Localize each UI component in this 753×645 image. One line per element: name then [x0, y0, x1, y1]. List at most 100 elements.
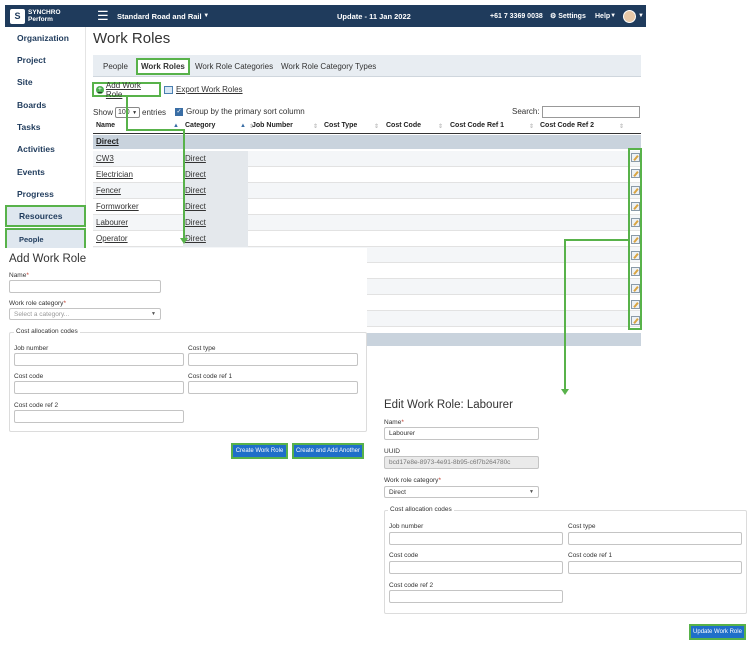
group-by-toggle: ✓ Group by the primary sort column — [175, 107, 305, 116]
table-row — [93, 263, 641, 279]
edit-icon[interactable] — [631, 284, 640, 293]
edit-icon[interactable] — [631, 267, 640, 276]
cost-code-ref2-input[interactable] — [14, 410, 184, 423]
job-number-label: Job number — [14, 345, 49, 352]
edit-job-number-input[interactable] — [389, 532, 563, 545]
sidebar-item-organization[interactable]: Organization — [17, 33, 69, 43]
sidebar-item-events[interactable]: Events — [17, 167, 45, 177]
add-work-role-link[interactable]: + Add Work Role — [92, 80, 161, 99]
group-by-checkbox[interactable]: ✓ — [175, 107, 183, 116]
column-cost-code[interactable]: Cost Code — [386, 122, 421, 129]
work-role-category-link[interactable]: Direct — [183, 231, 248, 247]
group-row-direct[interactable]: Direct — [93, 135, 641, 149]
edit-icon[interactable] — [631, 235, 640, 244]
column-cost-code-ref-2[interactable]: Cost Code Ref 2 — [540, 122, 595, 129]
work-role-name-link[interactable]: Electrician — [96, 170, 133, 179]
edit-icon[interactable] — [631, 186, 640, 195]
tab-work-role-categories[interactable]: Work Role Categories — [195, 62, 274, 71]
create-work-role-button[interactable]: Create Work Role — [231, 443, 288, 459]
work-role-name-link[interactable]: Operator — [96, 234, 128, 243]
sidebar-item-people[interactable]: People — [5, 228, 86, 250]
work-role-category-link[interactable]: Direct — [183, 215, 248, 231]
export-work-roles-link[interactable]: Export Work Roles — [164, 82, 243, 97]
user-menu[interactable]: ▼ — [623, 5, 644, 27]
tab-work-role-category-types[interactable]: Work Role Category Types — [281, 62, 377, 71]
work-role-category-link[interactable]: Direct — [183, 183, 248, 199]
create-and-add-another-button[interactable]: Create and Add Another — [292, 443, 364, 459]
column-cost-type[interactable]: Cost Type — [324, 122, 358, 129]
sidebar-item-project[interactable]: Project — [17, 55, 46, 65]
add-form-title: Add Work Role — [9, 253, 87, 265]
sort-icon[interactable]: ⇕ — [619, 124, 625, 130]
sort-icon[interactable]: ⇕ — [438, 124, 444, 130]
sort-asc-icon[interactable]: ▲ — [240, 123, 246, 129]
cost-code-input[interactable] — [14, 381, 184, 394]
group-by-label: Group by the primary sort column — [186, 107, 305, 116]
sidebar-item-progress[interactable]: Progress — [17, 189, 54, 199]
edit-category-label: Work role category* — [384, 477, 441, 484]
job-number-input[interactable] — [14, 353, 184, 366]
edit-icon[interactable] — [631, 251, 640, 260]
cost-code-ref1-input[interactable] — [188, 381, 358, 394]
uuid-field: bcd17e8e-8973-4e91-8b95-c6f7b264780c — [384, 456, 539, 469]
add-work-role-label: Add Work Role — [105, 80, 141, 99]
table-row[interactable]: Labourer Direct — [93, 215, 641, 231]
edit-cost-type-input[interactable] — [568, 532, 742, 545]
tab-people[interactable]: People — [103, 62, 128, 71]
column-name[interactable]: Name — [96, 122, 116, 129]
help-menu[interactable]: Help ▼ — [595, 5, 616, 27]
tab-bar: People Work Roles Work Role Categories W… — [93, 55, 641, 77]
work-role-category-link[interactable]: Direct — [183, 199, 248, 215]
add-work-role-form: Add Work Role Name* Work role category* … — [5, 248, 367, 462]
project-selector[interactable]: Standard Road and Rail ▼ — [117, 5, 209, 27]
work-role-name-link[interactable]: Formworker — [96, 202, 139, 211]
column-category[interactable]: Category — [185, 122, 216, 129]
sort-icon[interactable]: ⇕ — [529, 124, 535, 130]
edit-cost-code-ref1-input[interactable] — [568, 561, 742, 574]
sort-icon[interactable]: ⇕ — [249, 124, 255, 130]
name-input[interactable] — [9, 280, 161, 293]
update-work-role-button[interactable]: Update Work Role — [689, 624, 746, 640]
hamburger-menu-icon[interactable]: ☰ — [97, 8, 109, 23]
edit-job-number-label: Job number — [389, 523, 424, 530]
column-job-number[interactable]: Job Number — [252, 122, 293, 129]
sort-icon[interactable]: ⇕ — [374, 124, 380, 130]
tab-work-roles[interactable]: Work Roles — [136, 58, 190, 75]
work-role-name-link[interactable]: Labourer — [96, 218, 129, 227]
edit-icon[interactable] — [631, 218, 640, 227]
settings-button[interactable]: ⚙ Settings — [550, 5, 586, 27]
work-role-category-link[interactable]: Direct — [183, 151, 248, 167]
entries-label: entries — [142, 108, 167, 117]
sidebar-item-boards[interactable]: Boards — [17, 100, 47, 110]
edit-icon[interactable] — [631, 153, 640, 162]
edit-name-input[interactable]: Labourer — [384, 427, 539, 440]
edit-cost-code-ref2-input[interactable] — [389, 590, 563, 603]
synchro-logo[interactable]: S SYNCHRO Perform — [10, 5, 88, 27]
show-label: Show — [93, 108, 114, 117]
table-row — [93, 295, 641, 311]
cost-type-input[interactable] — [188, 353, 358, 366]
edit-icon[interactable] — [631, 300, 640, 309]
column-cost-code-ref-1[interactable]: Cost Code Ref 1 — [450, 122, 505, 129]
table-row[interactable]: Formworker Direct — [93, 199, 641, 215]
category-select[interactable]: Select a category... ▼ — [9, 308, 161, 320]
work-role-category-link[interactable]: Direct — [183, 167, 248, 183]
sort-icon[interactable]: ⇕ — [313, 124, 319, 130]
table-row[interactable]: Operator Direct — [93, 231, 641, 247]
sidebar-item-site[interactable]: Site — [17, 77, 33, 87]
edit-icon[interactable] — [631, 202, 640, 211]
edit-icon[interactable] — [631, 316, 640, 325]
work-role-name-link[interactable]: CW3 — [96, 154, 114, 163]
table-row[interactable]: CW3 Direct — [93, 151, 641, 167]
sidebar-item-resources[interactable]: Resources — [5, 205, 86, 227]
edit-icon[interactable] — [631, 169, 640, 178]
sidebar-item-tasks[interactable]: Tasks — [17, 122, 41, 132]
work-role-name-link[interactable]: Fencer — [96, 186, 121, 195]
table-row[interactable]: Fencer Direct — [93, 183, 641, 199]
sidebar-item-activities[interactable]: Activities — [17, 144, 55, 154]
search-input[interactable] — [542, 106, 640, 118]
edit-cost-code-input[interactable] — [389, 561, 563, 574]
table-row[interactable]: Electrician Direct — [93, 167, 641, 183]
edit-category-select[interactable]: Direct ▼ — [384, 486, 539, 498]
sort-asc-icon[interactable]: ▲ — [173, 123, 179, 129]
